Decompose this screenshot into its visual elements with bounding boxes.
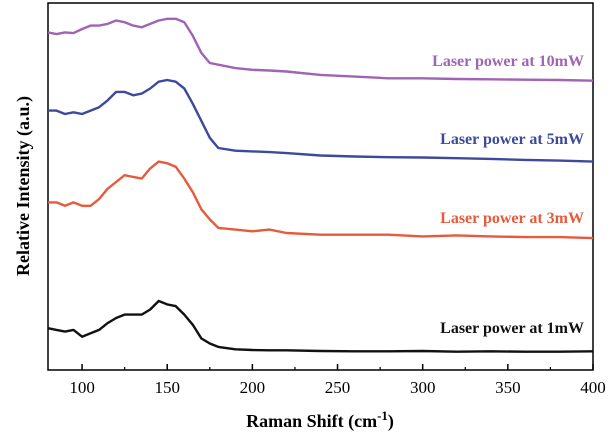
- x-tick-label: 350: [495, 378, 521, 397]
- x-tick-label: 200: [240, 378, 266, 397]
- x-axis-title-tail: ): [388, 411, 394, 432]
- series-label-0: Laser power at 10mW: [432, 53, 584, 70]
- series-line-0: [47, 17, 594, 82]
- x-axis-ticks: 100 150 200 250 300 350 400: [69, 364, 606, 397]
- series-label-1: Laser power at 5mW: [440, 131, 584, 148]
- series-line-1: [48, 78, 594, 163]
- series-line-2: [48, 160, 594, 240]
- x-tick-label: 250: [325, 378, 351, 397]
- x-tick-label: 300: [410, 378, 436, 397]
- series-line-3: [47, 299, 594, 353]
- series-labels: Laser power at 10mW Laser power at 5mW Las…: [432, 53, 584, 337]
- x-tick-label: 150: [154, 378, 180, 397]
- y-axis-title: Relative Intensity (a.u.): [13, 96, 34, 276]
- series-label-2: Laser power at 3mW: [440, 210, 584, 227]
- x-tick-label: 100: [69, 378, 95, 397]
- series-lines: [47, 17, 594, 353]
- x-axis-title-superscript: -1: [377, 408, 388, 423]
- series-label-3: Laser power at 1mW: [440, 320, 584, 337]
- plot-frame: [47, 2, 594, 371]
- x-axis-title: Raman Shift (cm-1): [246, 408, 394, 432]
- x-axis-title-main: Raman Shift (cm: [246, 411, 377, 432]
- x-tick-label: 400: [580, 378, 606, 397]
